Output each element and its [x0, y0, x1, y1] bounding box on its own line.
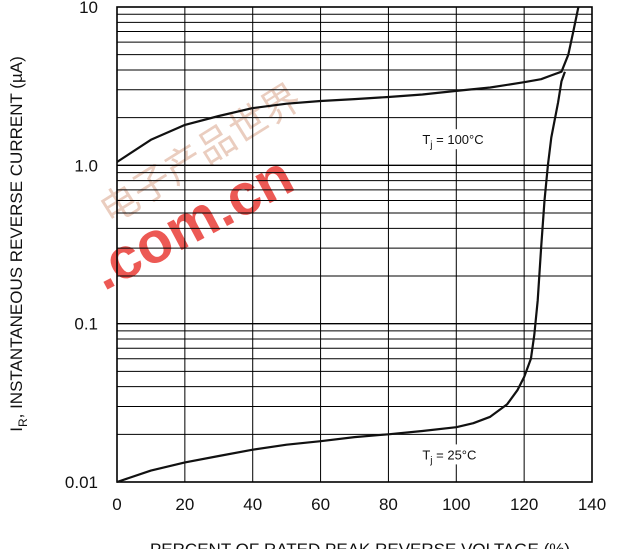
x-tick-label: 120	[510, 495, 538, 514]
x-tick-label: 20	[175, 495, 194, 514]
grid	[117, 7, 592, 482]
annotations: Tj = 100°C Tj = 25°C	[412, 129, 509, 466]
y-tick-label: 10	[79, 0, 98, 17]
annotation-label: Tj = 25°C	[422, 447, 476, 466]
y-tick-label: 1.0	[74, 156, 98, 175]
x-tick-label: 40	[243, 495, 262, 514]
y-axis-title-sub: R	[16, 418, 30, 427]
x-tick-label: 80	[379, 495, 398, 514]
y-axis-title: IR, INSTANTANEOUS REVERSE CURRENT (µA)	[7, 56, 30, 432]
y-tick-label: 0.1	[74, 315, 98, 334]
y-tick-label: 0.01	[65, 473, 98, 492]
x-tick-label: 100	[442, 495, 470, 514]
x-tick-label: 0	[112, 495, 121, 514]
x-tick-label: 140	[578, 495, 606, 514]
series-group	[116, 6, 580, 484]
y-axis-title-main: I	[7, 427, 26, 432]
series-line-0	[116, 6, 580, 163]
annotation-label: Tj = 100°C	[422, 132, 483, 151]
x-axis-title: PERCENT OF RATED PEAK REVERSE VOLTAGE (%…	[150, 540, 570, 549]
y-tick-labels: 0.01 0.1 1.0 10	[65, 0, 98, 492]
y-axis-title-rest: , INSTANTANEOUS REVERSE CURRENT (µA)	[7, 56, 26, 418]
series-line-1	[116, 71, 566, 484]
plot-frame	[116, 6, 593, 483]
x-tick-label: 60	[311, 495, 330, 514]
annotation-bg	[412, 129, 509, 150]
x-tick-labels: 0 20 40 60 80 100 120 140	[112, 495, 606, 514]
annotation-bg	[412, 444, 509, 465]
